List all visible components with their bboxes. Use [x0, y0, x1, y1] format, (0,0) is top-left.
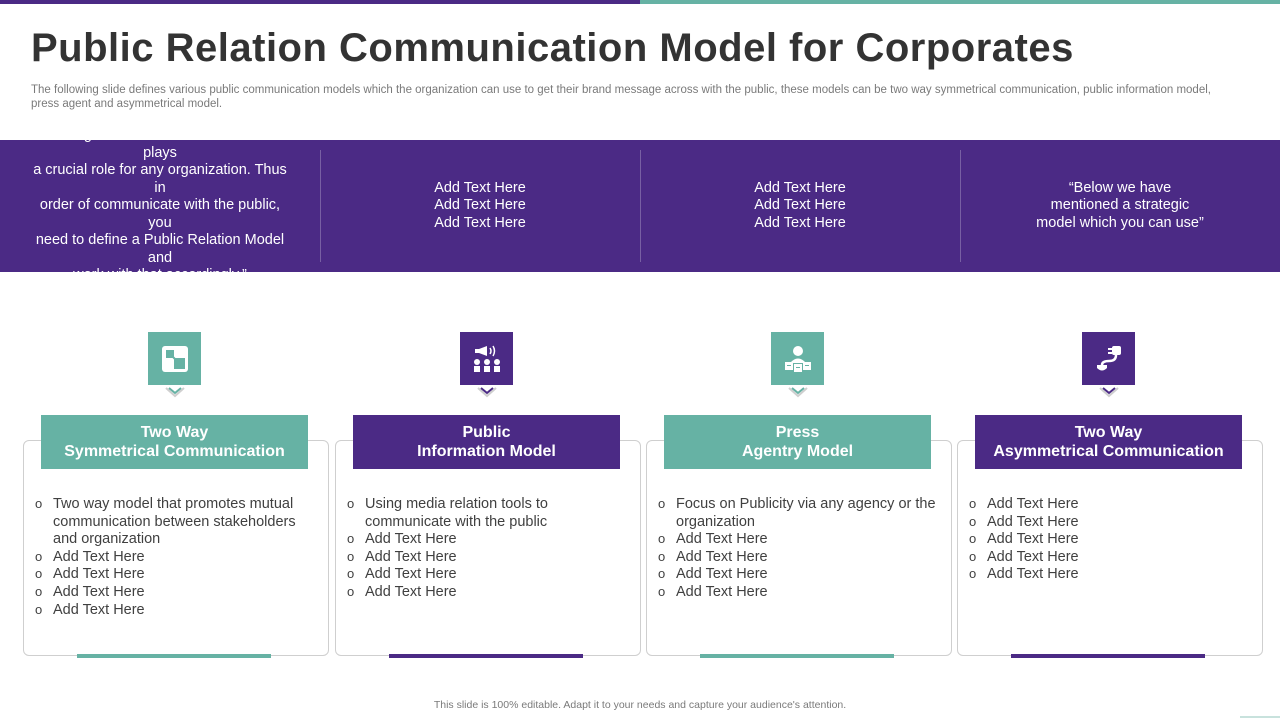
model-column-two-way-symmetrical: Two Way Symmetrical Communication Two wa… [23, 332, 329, 660]
chevron-down-icon [788, 387, 808, 398]
intro-band: “Defining a framework in Public relation… [0, 127, 1280, 283]
band-text-2: Add Text Here Add Text Here Add Text Her… [434, 179, 526, 231]
model-bullet-list: Using media relation tools to communicat… [345, 495, 630, 602]
list-item: Add Text Here [33, 548, 318, 567]
list-item: Add Text Here [33, 565, 318, 584]
slide-subtitle: The following slide defines various publ… [31, 84, 1211, 110]
band-text-3: Add Text Here Add Text Here Add Text Her… [754, 179, 846, 231]
chevron-down-icon [165, 387, 185, 398]
model-heading: Press Agentry Model [664, 415, 931, 469]
model-heading: Two Way Asymmetrical Communication [975, 415, 1242, 469]
list-item: Add Text Here [967, 530, 1252, 549]
top-accent-bar-left [0, 0, 640, 4]
press-agent-icon [771, 332, 824, 385]
list-item: Using media relation tools to communicat… [345, 495, 630, 531]
list-item: Add Text Here [656, 583, 941, 602]
list-item: Add Text Here [345, 548, 630, 567]
list-item: Add Text Here [345, 565, 630, 584]
band-text-4: “Below we have mentioned a strategic mod… [1036, 179, 1204, 231]
list-item: Two way model that promotes mutual commu… [33, 495, 318, 549]
list-item: Add Text Here [656, 548, 941, 567]
slide-footer-note: This slide is 100% editable. Adapt it to… [433, 699, 847, 711]
plug-connection-icon [1082, 332, 1135, 385]
card-accent-underline [77, 654, 271, 658]
model-heading: Two Way Symmetrical Communication [41, 415, 308, 469]
band-cell-1: “Defining a framework in Public relation… [0, 127, 320, 283]
chevron-down-icon [1099, 387, 1119, 398]
model-column-two-way-asymmetrical: Two Way Asymmetrical Communication Add T… [957, 332, 1263, 660]
list-item: Focus on Publicity via any agency or the… [656, 495, 941, 531]
model-heading: Public Information Model [353, 415, 620, 469]
card-accent-underline [700, 654, 894, 658]
model-column-public-information: Public Information Model Using media rel… [335, 332, 641, 660]
slide-title: Public Relation Communication Model for … [31, 26, 1074, 70]
band-text-1: “Defining a framework in Public relation… [33, 127, 287, 284]
corner-accent-line [1240, 716, 1280, 718]
band-cell-2: Add Text Here Add Text Here Add Text Her… [320, 140, 640, 272]
model-column-press-agentry: Press Agentry Model Focus on Publicity v… [646, 332, 952, 660]
two-way-icon [148, 332, 201, 385]
megaphone-audience-icon [460, 332, 513, 385]
list-item: Add Text Here [967, 495, 1252, 514]
model-bullet-list: Add Text Here Add Text Here Add Text Her… [967, 495, 1252, 584]
list-item: Add Text Here [345, 530, 630, 549]
list-item: Add Text Here [967, 565, 1252, 584]
list-item: Add Text Here [656, 565, 941, 584]
card-accent-underline [1011, 654, 1205, 658]
list-item: Add Text Here [967, 513, 1252, 532]
top-accent-bar-right [640, 0, 1280, 4]
model-bullet-list: Focus on Publicity via any agency or the… [656, 495, 941, 602]
list-item: Add Text Here [656, 530, 941, 549]
chevron-down-icon [477, 387, 497, 398]
list-item: Add Text Here [967, 548, 1252, 567]
list-item: Add Text Here [33, 583, 318, 602]
list-item: Add Text Here [33, 601, 318, 620]
band-cell-4: “Below we have mentioned a strategic mod… [960, 140, 1280, 272]
model-bullet-list: Two way model that promotes mutual commu… [33, 495, 318, 620]
list-item: Add Text Here [345, 583, 630, 602]
band-cell-3: Add Text Here Add Text Here Add Text Her… [640, 140, 960, 272]
card-accent-underline [389, 654, 583, 658]
